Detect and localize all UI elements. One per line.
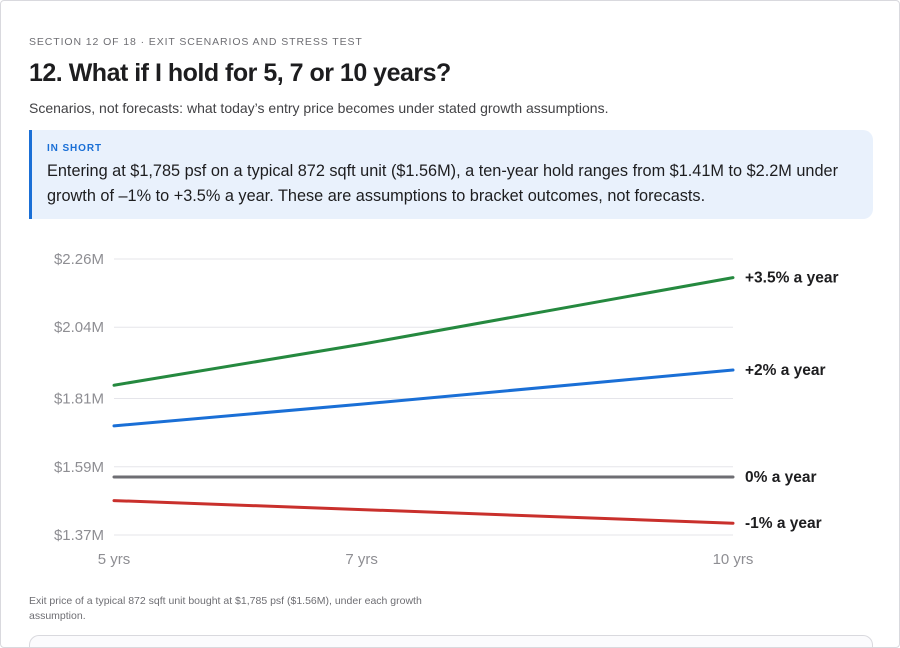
y-axis-tick-labels: $1.37M $1.59M $1.81M $2.04M $2.26M: [54, 251, 104, 544]
series-end-label: 0% a year: [745, 469, 817, 486]
next-panel: [29, 635, 873, 647]
callout-label: IN SHORT: [47, 143, 102, 154]
series-end-label: +2% a year: [745, 362, 826, 379]
y-tick-label: $1.81M: [54, 391, 104, 408]
summary-callout: IN SHORT Entering at $1,785 psf on a typ…: [29, 130, 873, 219]
series-end-labels: +3.5% a year +2% a year 0% a year -1% a yea…: [745, 270, 839, 533]
series-line: [112, 499, 735, 525]
chart-caption: Exit price of a typical 872 sqft unit bo…: [29, 595, 422, 622]
y-tick-label: $1.59M: [54, 459, 104, 476]
y-tick-label: $2.26M: [54, 251, 104, 268]
x-tick-label: 10 yrs: [713, 551, 754, 568]
series-end-label: +3.5% a year: [745, 270, 839, 287]
series-line: [112, 276, 735, 387]
y-tick-label: $2.04M: [54, 319, 104, 336]
callout-text: Entering at $1,785 psf on a typical 872 …: [47, 162, 839, 205]
x-axis-tick-labels: 5 yrs 7 yrs 10 yrs: [98, 551, 754, 568]
x-tick-label: 7 yrs: [345, 551, 378, 568]
page-title: 12. What if I hold for 5, 7 or 10 years?: [29, 59, 451, 87]
series-end-label: -1% a year: [745, 515, 822, 532]
series-line: [112, 368, 735, 428]
exit-scenario-line-chart: $1.37M $1.59M $1.81M $2.04M $2.26M 5 yrs 7 yr…: [54, 251, 839, 568]
section-eyebrow: SECTION 12 OF 18 · EXIT SCENARIOS AND ST…: [29, 36, 363, 48]
x-tick-label: 5 yrs: [98, 551, 131, 568]
chart-series: [112, 276, 735, 525]
page-subtitle: Scenarios, not forecasts: what today’s e…: [29, 100, 609, 116]
y-tick-label: $1.37M: [54, 527, 104, 544]
